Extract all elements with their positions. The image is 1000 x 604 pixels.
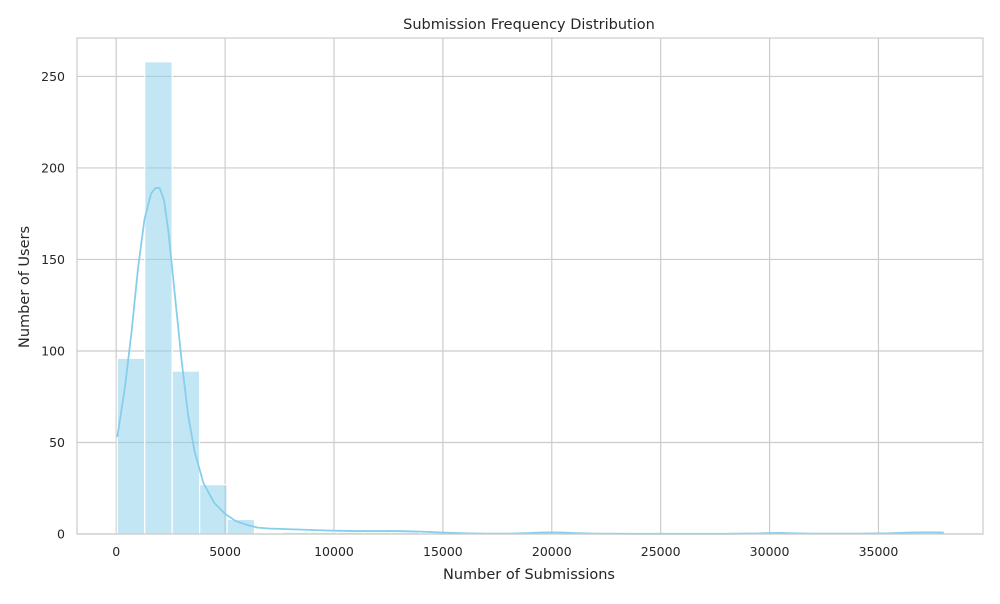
histogram-bars — [116, 61, 942, 535]
histogram-bar — [226, 518, 256, 535]
x-axis-title: Number of Submissions — [443, 567, 615, 583]
y-tick-label: 150 — [41, 252, 65, 267]
kde-curve-group — [116, 187, 944, 535]
y-tick-label: 50 — [49, 435, 65, 450]
plot-frame — [76, 37, 984, 535]
x-tick-label: 0 — [112, 544, 120, 559]
y-tick-label: 200 — [41, 160, 65, 175]
grid-lines — [77, 38, 983, 535]
histogram-bar — [116, 357, 146, 535]
chart-title: Submission Frequency Distribution — [403, 17, 655, 33]
x-tick-label: 10000 — [314, 544, 354, 559]
x-tick-label: 35000 — [859, 544, 899, 559]
y-tick-label: 100 — [41, 343, 65, 358]
x-tick-label: 30000 — [750, 544, 790, 559]
x-tick-label: 5000 — [209, 544, 241, 559]
x-tick-label: 20000 — [532, 544, 572, 559]
y-tick-labels: 0 50 100 150 200 250 — [41, 69, 65, 542]
histogram-bar — [199, 483, 228, 535]
x-tick-label: 15000 — [423, 544, 463, 559]
y-tick-label: 250 — [41, 69, 65, 84]
histogram-bar — [144, 61, 173, 535]
y-tick-label: 0 — [57, 527, 65, 542]
x-tick-labels: 0 5000 10000 15000 20000 25000 30000 35000 — [112, 544, 898, 559]
x-tick-label: 25000 — [641, 544, 681, 559]
y-axis-title: Number of Users — [17, 226, 33, 348]
kde-curve — [116, 187, 944, 535]
plot-border — [76, 37, 984, 535]
